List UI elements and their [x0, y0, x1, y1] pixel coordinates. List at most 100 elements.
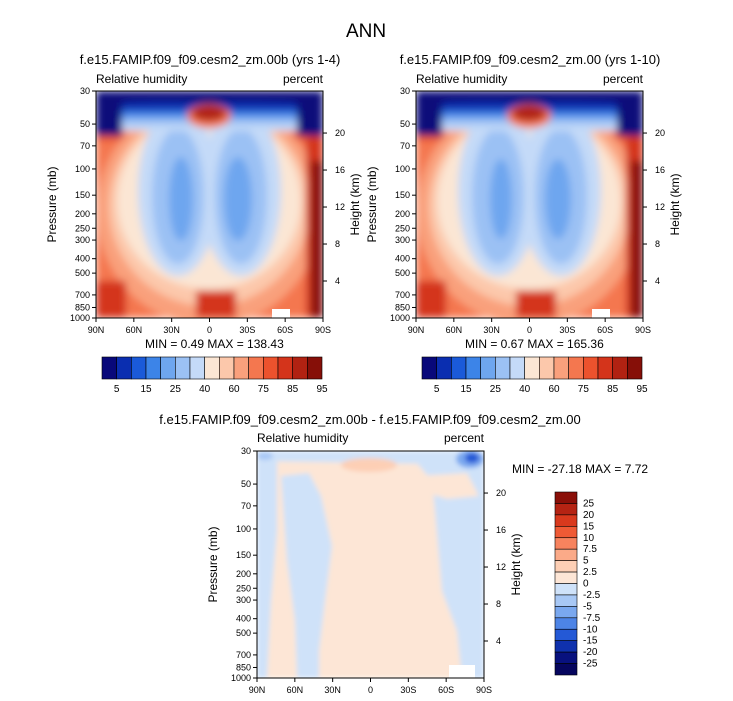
y-tick-label: 100 — [75, 164, 90, 174]
panel-2-right-label: percent — [603, 72, 644, 86]
colorbar-label: 5 — [583, 556, 589, 567]
colorbar-swatch — [307, 356, 323, 380]
panel-1-right-label: percent — [283, 72, 324, 86]
x-tick-label: 0 — [207, 325, 212, 335]
panel-2-colorbar: 5 15 25 40 60 75 85 95 — [421, 356, 648, 395]
colorbar-label: 95 — [636, 384, 648, 395]
colorbar-swatch — [554, 491, 578, 504]
y-tick-label: 400 — [75, 254, 90, 264]
colorbar-swatch — [583, 356, 599, 380]
colorbar-swatch — [554, 628, 578, 641]
panel-2-title: f.e15.FAMIP.f09_f09.cesm2_zm.00 (yrs 1-1… — [400, 52, 661, 67]
y2-tick-label: 16 — [335, 165, 345, 175]
colorbar-label: 40 — [519, 384, 531, 395]
panel-1-min-max: MIN = 0.49 MAX = 138.43 — [145, 337, 284, 351]
y-tick-label: 300 — [236, 595, 251, 605]
x-tick-label: 90N — [408, 325, 425, 335]
panel-3-title: f.e15.FAMIP.f09_f09.cesm2_zm.00b - f.e15… — [159, 412, 581, 427]
y2-tick-label: 8 — [335, 239, 340, 249]
colorbar-swatch — [568, 356, 584, 380]
colorbar-swatch — [263, 356, 279, 380]
colorbar-label: 85 — [607, 384, 619, 395]
colorbar-label: 60 — [548, 384, 560, 395]
y2-tick-label: 8 — [655, 239, 660, 249]
panel-2: f.e15.FAMIP.f09_f09.cesm2_zm.00 (yrs 1-1… — [365, 52, 682, 395]
panel-1-left-label: Relative humidity — [96, 72, 187, 86]
y-tick-label: 100 — [395, 164, 410, 174]
colorbar-label: 60 — [228, 384, 240, 395]
colorbar-swatch — [554, 537, 578, 550]
colorbar-swatch — [189, 356, 205, 380]
panel-2-min-max: MIN = 0.67 MAX = 165.36 — [465, 337, 604, 351]
colorbar-swatch — [101, 356, 117, 380]
x-tick-label: 90S — [476, 685, 492, 695]
y-tick-label: 700 — [395, 290, 410, 300]
y2-axis-title: Height (km) — [668, 173, 682, 235]
colorbar-label: 0 — [583, 579, 589, 590]
main-title: ANN — [346, 21, 386, 42]
panel-3-field — [257, 451, 484, 678]
y-tick-label: 70 — [400, 141, 410, 151]
y2-axis-title: Height (km) — [509, 533, 523, 595]
panel-1-field — [96, 91, 323, 318]
colorbar-swatch — [554, 571, 578, 584]
y-tick-label: 700 — [75, 290, 90, 300]
y-tick-label: 850 — [395, 302, 410, 312]
panel-1: f.e15.FAMIP.f09_f09.cesm2_zm.00b (yrs 1-… — [45, 52, 362, 395]
panel-1-title: f.e15.FAMIP.f09_f09.cesm2_zm.00b (yrs 1-… — [80, 52, 341, 67]
y2-tick-label: 20 — [335, 128, 345, 138]
y-tick-label: 150 — [236, 550, 251, 560]
colorbar-label: -20 — [583, 647, 598, 658]
y-tick-label: 150 — [395, 190, 410, 200]
y-tick-label: 100 — [236, 524, 251, 534]
x-tick-label: 30N — [483, 325, 500, 335]
colorbar-swatch — [145, 356, 161, 380]
colorbar-swatch — [554, 594, 578, 607]
colorbar-swatch — [554, 526, 578, 539]
y-tick-label: 70 — [80, 141, 90, 151]
y-tick-label: 300 — [75, 235, 90, 245]
x-tick-label: 90N — [249, 685, 266, 695]
y-tick-label: 200 — [236, 569, 251, 579]
x-tick-label: 0 — [527, 325, 532, 335]
y-tick-label: 1000 — [390, 313, 410, 323]
colorbar-label: 25 — [583, 498, 595, 509]
x-tick-label: 90N — [88, 325, 105, 335]
colorbar-swatch — [175, 356, 191, 380]
colorbar-swatch — [554, 514, 578, 527]
x-tick-label: 30S — [239, 325, 255, 335]
y-tick-label: 250 — [75, 223, 90, 233]
colorbar-swatch — [524, 356, 540, 380]
y2-tick-label: 12 — [335, 202, 345, 212]
colorbar-swatch — [554, 548, 578, 561]
y-tick-label: 250 — [236, 583, 251, 593]
colorbar-label: 10 — [583, 533, 595, 544]
x-tick-label: 60S — [597, 325, 613, 335]
y-tick-label: 850 — [236, 662, 251, 672]
colorbar-swatch — [554, 606, 578, 619]
colorbar-swatch — [451, 356, 467, 380]
colorbar-swatch — [495, 356, 511, 380]
y2-axis-title: Height (km) — [348, 173, 362, 235]
y-tick-label: 250 — [395, 223, 410, 233]
colorbar-swatch — [612, 356, 628, 380]
colorbar-label: 25 — [490, 384, 502, 395]
colorbar-swatch — [480, 356, 496, 380]
y-tick-label: 50 — [80, 119, 90, 129]
colorbar-label: 25 — [170, 384, 182, 395]
colorbar-label: 95 — [316, 384, 328, 395]
colorbar-swatch — [554, 640, 578, 653]
colorbar-swatch — [277, 356, 293, 380]
x-tick-label: 0 — [368, 685, 373, 695]
y-tick-label: 850 — [75, 302, 90, 312]
y-tick-label: 50 — [400, 119, 410, 129]
panel-3-min-max: MIN = -27.18 MAX = 7.72 — [512, 462, 648, 476]
colorbar-swatch — [509, 356, 525, 380]
colorbar-swatch — [554, 583, 578, 596]
colorbar-swatch — [204, 356, 220, 380]
panel-3-left-label: Relative humidity — [257, 431, 348, 445]
x-tick-label: 30S — [400, 685, 416, 695]
